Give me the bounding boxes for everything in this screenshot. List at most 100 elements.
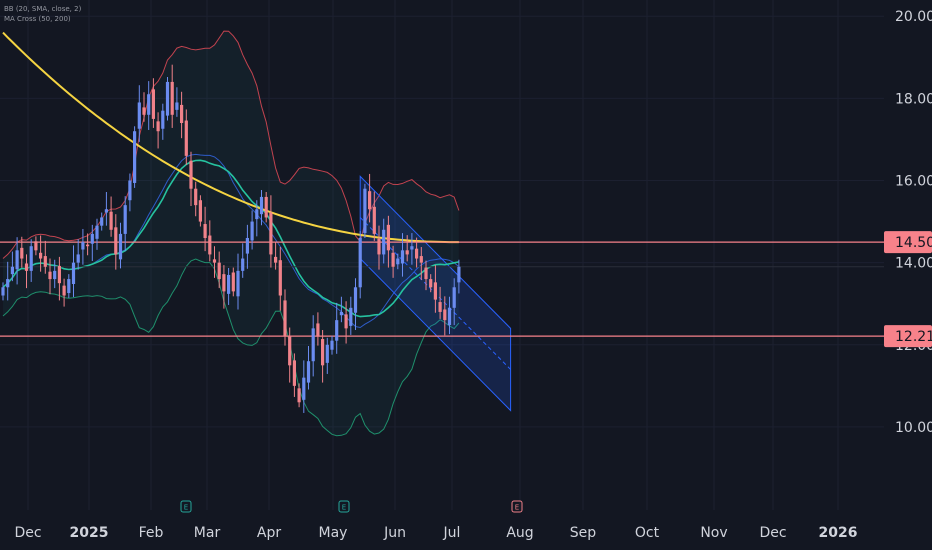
- candle-body-66: [311, 328, 315, 362]
- candle-body-20: [95, 225, 99, 239]
- legend-ma-cross[interactable]: MA Cross (50, 200): [4, 15, 71, 23]
- candle-body-96: [452, 287, 456, 308]
- x-tick-label-6: Jun: [383, 525, 406, 541]
- candle-body-56: [264, 196, 268, 218]
- candle-body-73: [344, 314, 348, 329]
- candle-body-68: [321, 339, 325, 366]
- candle-body-37: [175, 102, 179, 110]
- candle-body-49: [231, 272, 235, 292]
- candle-body-27: [128, 180, 132, 201]
- event-marker-0: [180, 500, 192, 513]
- candle-body-8: [39, 252, 43, 259]
- candle-body-67: [316, 323, 320, 337]
- y-tick-label-2: 14.00: [895, 256, 932, 272]
- candle-body-90: [424, 267, 428, 280]
- x-tick-label-11: Nov: [700, 525, 727, 541]
- x-tick-label-7: Jul: [443, 525, 461, 541]
- event-marker-2: [511, 500, 523, 513]
- candle-body-71: [335, 320, 339, 341]
- candle-body-50: [236, 270, 240, 297]
- candle-body-80: [377, 238, 381, 255]
- y-tick-label-3: 16.00: [895, 174, 932, 190]
- candle-body-95: [447, 307, 452, 326]
- x-tick-label-13: 2026: [819, 525, 858, 541]
- x-tick-label-0: Dec: [14, 525, 41, 541]
- candle-body-83: [391, 252, 395, 267]
- candle-body-41: [194, 188, 198, 206]
- event-marker-1: [338, 500, 350, 513]
- candle-body-47: [222, 274, 226, 292]
- ma50-line: [2, 159, 460, 318]
- x-tick-label-1: 2025: [70, 525, 109, 541]
- candle-body-28: [133, 131, 137, 183]
- candle-body-85: [400, 250, 405, 264]
- y-tick-label-0: 10.00: [895, 420, 932, 436]
- candle-body-87: [410, 246, 414, 250]
- candle-body-46: [217, 262, 221, 280]
- candle-body-25: [118, 233, 123, 260]
- candle-body-1: [6, 279, 10, 288]
- candle-body-15: [71, 262, 76, 284]
- candle-body-64: [302, 377, 306, 400]
- candle-body-45: [212, 259, 217, 263]
- candle-body-23: [109, 211, 113, 230]
- candle-body-44: [208, 235, 212, 255]
- candle-body-30: [142, 107, 146, 115]
- event-label-1: E: [342, 504, 346, 512]
- candle-body-17: [81, 242, 85, 250]
- candle-body-35: [165, 81, 170, 116]
- candle-body-42: [198, 200, 202, 222]
- candle-body-62: [292, 360, 296, 386]
- bb-fill: [3, 31, 459, 436]
- candle-body-52: [245, 238, 249, 254]
- x-tick-label-4: Apr: [257, 525, 281, 541]
- candle-body-89: [419, 256, 423, 263]
- candle-body-88: [415, 248, 419, 259]
- candle-body-57: [269, 212, 273, 255]
- candle-body-79: [372, 206, 376, 234]
- horizontal-levels: [0, 241, 884, 337]
- bollinger-bands: [2, 30, 460, 437]
- candle-body-2: [10, 266, 14, 275]
- x-tick-label-12: Dec: [759, 525, 786, 541]
- candle-body-63: [297, 388, 301, 403]
- candle-body-12: [57, 265, 61, 284]
- candle-body-82: [386, 224, 390, 251]
- indicator-legend: BB (20, SMA, close, 2) MA Cross (50, 200…: [4, 4, 81, 24]
- candle-body-53: [250, 221, 254, 241]
- grid-lines: [0, 0, 884, 510]
- candle-body-31: [147, 94, 151, 115]
- candle-body-36: [170, 81, 174, 115]
- candle-body-54: [255, 209, 259, 220]
- candle-body-9: [43, 256, 47, 267]
- candle-body-78: [368, 191, 372, 210]
- candle-body-55: [259, 196, 264, 215]
- bb-upper-line: [2, 30, 460, 259]
- candle-body-92: [433, 282, 437, 300]
- level-badge-label-1: 12.21: [895, 329, 932, 345]
- candle-body-65: [306, 361, 311, 383]
- event-label-2: E: [515, 504, 519, 512]
- candle-body-39: [184, 120, 188, 156]
- candle-body-93: [438, 302, 442, 312]
- candle-body-58: [274, 256, 278, 263]
- candle-body-4: [20, 247, 24, 259]
- candle-body-11: [53, 270, 57, 280]
- candle-body-86: [405, 250, 409, 255]
- candle-body-21: [100, 217, 104, 226]
- candle-body-3: [15, 250, 19, 270]
- candle-body-24: [114, 227, 118, 255]
- candle-body-69: [325, 344, 329, 363]
- legend-bollinger[interactable]: BB (20, SMA, close, 2): [4, 5, 82, 13]
- candle-body-40: [189, 160, 193, 189]
- candle-body-16: [76, 254, 80, 263]
- x-tick-label-2: Feb: [139, 525, 164, 541]
- y-tick-label-4: 18.00: [895, 91, 932, 107]
- x-tick-label-10: Oct: [635, 525, 660, 541]
- candle-body-94: [443, 309, 447, 321]
- candlestick-series: [1, 64, 461, 413]
